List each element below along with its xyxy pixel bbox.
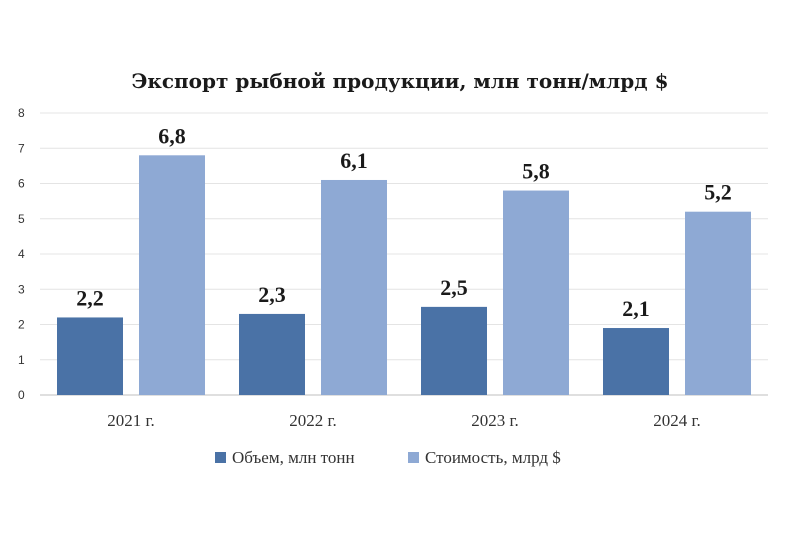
bar (321, 179, 387, 395)
data-label: 5,2 (704, 180, 732, 205)
data-label: 6,1 (340, 148, 368, 173)
y-axis-ticks: 0 1 2 3 4 5 6 7 8 (18, 106, 25, 402)
data-label: 2,1 (622, 296, 650, 321)
data-label: 5,8 (522, 159, 550, 184)
bar (603, 328, 669, 395)
y-tick-label: 7 (18, 141, 25, 155)
legend-swatch (408, 452, 419, 463)
bar (239, 313, 305, 395)
bar (503, 190, 569, 395)
x-tick-label: 2024 г. (653, 411, 701, 430)
bar (421, 306, 487, 395)
legend-swatch (215, 452, 226, 463)
data-label: 2,5 (440, 275, 468, 300)
y-tick-label: 5 (18, 212, 25, 226)
data-label: 2,3 (258, 282, 286, 307)
data-labels: 2,2 6,8 2,3 6,1 2,5 5,8 2,1 5,2 (76, 123, 732, 321)
chart-title: Экспорт рыбной продукции, млн тонн/млрд … (132, 69, 669, 93)
y-tick-label: 6 (18, 177, 25, 191)
legend-label: Объем, млн тонн (232, 448, 355, 467)
bar (139, 155, 205, 395)
y-tick-label: 0 (18, 388, 25, 402)
y-tick-label: 8 (18, 106, 25, 120)
bars (57, 155, 751, 395)
x-tick-label: 2023 г. (471, 411, 519, 430)
y-tick-label: 2 (18, 318, 25, 332)
y-tick-label: 3 (18, 282, 25, 296)
x-axis-ticks: 2021 г. 2022 г. 2023 г. 2024 г. (107, 411, 701, 430)
bar (57, 317, 123, 395)
y-tick-label: 1 (18, 353, 25, 367)
legend-label: Стоимость, млрд $ (425, 448, 561, 467)
bar (685, 211, 751, 395)
x-tick-label: 2021 г. (107, 411, 155, 430)
data-label: 2,2 (76, 285, 104, 310)
data-label: 6,8 (158, 123, 186, 148)
x-tick-label: 2022 г. (289, 411, 337, 430)
y-tick-label: 4 (18, 247, 25, 261)
legend: Объем, млн тонн Стоимость, млрд $ (215, 448, 561, 467)
